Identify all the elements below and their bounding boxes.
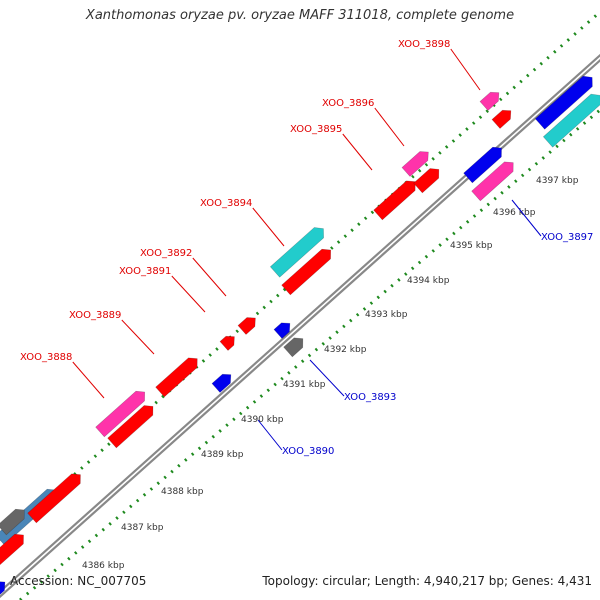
gene-arrow bbox=[534, 75, 593, 130]
gene-label: XOO_3895 bbox=[290, 124, 342, 135]
gene-arrow-shape bbox=[373, 180, 416, 221]
scale-label: 4389 kbp bbox=[201, 450, 244, 460]
gene-label: XOO_3898 bbox=[398, 39, 450, 50]
gene-arrow-shape bbox=[0, 508, 25, 536]
label-leader bbox=[171, 275, 206, 313]
gene-arrow bbox=[269, 227, 324, 278]
gene-arrow bbox=[542, 93, 600, 148]
gene-arrow-shape bbox=[401, 151, 429, 177]
gene-arrow-shape bbox=[413, 168, 440, 194]
scale-label: 4394 kbp bbox=[407, 276, 450, 286]
gene-arrow-shape bbox=[534, 75, 593, 130]
gene-label: XOO_3889 bbox=[69, 310, 121, 321]
accession-text: Accession: NC_007705 bbox=[10, 574, 147, 588]
label-leader bbox=[374, 107, 405, 147]
gene-arrow-shape bbox=[273, 322, 291, 339]
label-leader bbox=[252, 207, 285, 247]
gene-arrow bbox=[27, 473, 81, 524]
gene-arrow bbox=[107, 405, 154, 449]
gene-arrow-shape bbox=[155, 357, 198, 398]
gene-arrow-shape bbox=[237, 317, 256, 335]
gene-arrow bbox=[211, 373, 232, 393]
gene-arrow-shape bbox=[463, 146, 502, 184]
gene-arrow-shape bbox=[211, 373, 232, 393]
label-leader bbox=[511, 199, 542, 237]
gene-arrow bbox=[0, 581, 6, 595]
gene-arrow bbox=[491, 109, 512, 129]
gene-arrow-shape bbox=[283, 337, 304, 358]
gene-arrow-shape bbox=[27, 473, 81, 524]
label-leader bbox=[309, 359, 345, 397]
gene-label: XOO_3892 bbox=[140, 248, 192, 259]
gene-arrow-shape bbox=[0, 533, 24, 571]
lower-tick-rail bbox=[19, 108, 600, 600]
gene-label: XOO_3896 bbox=[322, 98, 374, 109]
scale-label: 4386 kbp bbox=[82, 561, 125, 571]
scale-label: 4397 kbp bbox=[536, 176, 579, 186]
gene-label: XOO_3893 bbox=[344, 392, 396, 403]
gene-arrow-shape bbox=[471, 161, 514, 202]
gene-label: XOO_3888 bbox=[20, 352, 72, 363]
map-title: Xanthomonas oryzae pv. oryzae MAFF 31101… bbox=[85, 8, 515, 23]
scale-label: 4388 kbp bbox=[161, 487, 204, 497]
gene-label: XOO_3894 bbox=[200, 198, 252, 209]
label-leader bbox=[121, 319, 155, 355]
gene-arrow bbox=[283, 337, 304, 358]
topology-text: Topology: circular; Length: 4,940,217 bp… bbox=[262, 574, 592, 588]
gene-arrow bbox=[401, 151, 429, 177]
gene-arrow bbox=[281, 248, 332, 296]
gene-arrow-shape bbox=[107, 405, 154, 449]
gene-arrow bbox=[273, 322, 291, 339]
gene-label: XOO_3890 bbox=[282, 446, 334, 457]
gene-arrow bbox=[413, 168, 440, 194]
gene-arrow bbox=[471, 161, 514, 202]
scale-label: 4391 kbp bbox=[283, 380, 326, 390]
gene-arrow bbox=[219, 335, 235, 351]
gene-arrow bbox=[155, 357, 198, 398]
scale-label: 4387 kbp bbox=[121, 523, 164, 533]
gene-arrow-shape bbox=[95, 390, 146, 438]
scale-label: 4396 kbp bbox=[493, 208, 536, 218]
backbone-inner bbox=[0, 56, 600, 596]
upper-tick-rail bbox=[0, 10, 600, 542]
label-leader bbox=[342, 133, 373, 171]
gene-arrow bbox=[95, 390, 146, 438]
scale-label: 4390 kbp bbox=[241, 415, 284, 425]
gene-arrow-shape bbox=[0, 581, 6, 595]
gene-label: XOO_3897 bbox=[541, 232, 593, 243]
gene-arrow-shape bbox=[479, 91, 500, 111]
gene-arrow bbox=[0, 533, 24, 571]
scale-label: 4395 kbp bbox=[450, 241, 493, 251]
label-leader bbox=[257, 419, 283, 451]
gene-arrow-shape bbox=[542, 93, 600, 148]
label-leader bbox=[72, 361, 105, 399]
scale-label: 4392 kbp bbox=[324, 345, 367, 355]
gene-label: XOO_3891 bbox=[119, 266, 171, 277]
label-leader bbox=[192, 257, 227, 297]
gene-arrow bbox=[373, 180, 416, 221]
label-leader bbox=[450, 48, 481, 91]
gene-arrow-shape bbox=[281, 248, 332, 296]
gene-arrow-shape bbox=[219, 335, 235, 351]
gene-arrow bbox=[0, 508, 25, 536]
scale-label: 4393 kbp bbox=[365, 310, 408, 320]
gene-arrow bbox=[479, 91, 500, 111]
gene-arrow-shape bbox=[491, 109, 512, 129]
gene-arrow bbox=[463, 146, 502, 184]
gene-arrow bbox=[237, 317, 256, 335]
gene-arrow-shape bbox=[269, 227, 324, 278]
